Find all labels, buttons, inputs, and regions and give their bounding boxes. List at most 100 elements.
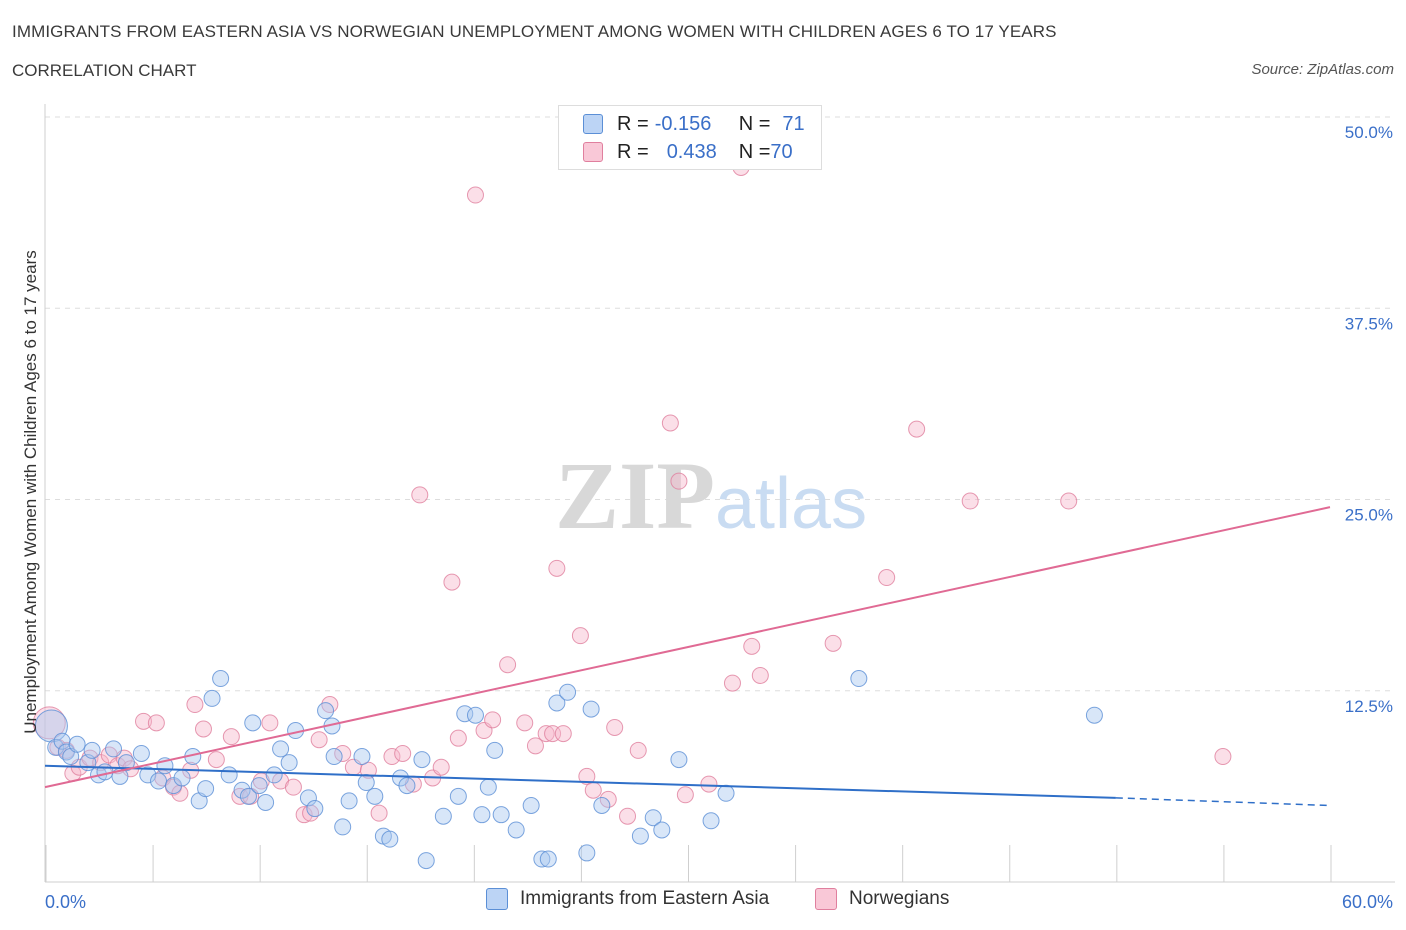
immigrants-point [582,700,600,718]
norwegians-point [578,767,596,785]
watermark-zip: ZIP [555,442,715,549]
legend-r-value: -0.156 [654,112,712,135]
norwegians-point [261,714,279,732]
immigrants-point [334,818,352,836]
legend-n-value: 70 [770,140,793,163]
immigrants-point [250,777,268,795]
immigrants-point [233,781,251,799]
immigrants-point [507,821,525,839]
norwegians-point [751,666,769,684]
immigrants-point [325,748,343,766]
norwegians-point [499,656,517,674]
norwegians-point [537,725,555,743]
immigrants-point [702,812,720,830]
immigrants-point [220,766,238,784]
legend-item-immigrants: Immigrants from Eastern Asia [486,888,769,910]
norwegians-point [908,420,926,438]
norwegians-point [723,674,741,692]
norwegians-point [321,696,339,714]
y-tick-label: 37.5% [1345,314,1393,333]
immigrants-point [492,806,510,824]
legend-swatch-blue [583,114,603,134]
immigrants-point [539,850,557,868]
norwegians-point [32,706,66,740]
legend-label: Immigrants from Eastern Asia [520,888,770,909]
norwegians-point [670,472,688,490]
immigrants-point [139,766,157,784]
norwegians-point [222,728,240,746]
immigrants-point [212,670,230,688]
norwegians-point [186,696,204,714]
legend-swatch-pink [583,142,603,162]
immigrants-point [317,702,335,720]
immigrants-point [631,827,649,845]
norwegians-point [661,414,679,432]
immigrants-point [559,683,577,701]
immigrants-point [398,777,416,795]
points-layer [32,158,1232,870]
y-axis-title: Unemployment Among Women with Children A… [21,250,40,734]
watermark-atlas: atlas [715,464,867,544]
norwegians-point [411,486,429,504]
norwegians-point [394,744,412,762]
immigrants-point [548,694,566,712]
immigrants-point [340,792,358,810]
norwegians-point [370,804,388,822]
immigrants-point [83,741,101,759]
legend-r-label: R = [617,140,649,163]
immigrants-point [173,769,191,787]
norwegians-point [147,714,165,732]
immigrants-point [299,789,317,807]
norwegians-trendline [44,506,1331,789]
legend-swatch-blue [486,888,508,910]
series-legend: Immigrants from Eastern Asia Norwegians [0,888,1406,916]
immigrants-point [132,744,150,762]
immigrants-point [244,714,262,732]
norwegians-point [484,711,502,729]
immigrants-point [473,806,491,824]
norwegians-point [443,573,461,591]
immigrants-point [434,807,452,825]
immigrants-trendline [44,764,1116,799]
immigrants-point [717,784,735,802]
norwegians-point [743,637,761,655]
immigrants-point [449,787,467,805]
y-tick-label: 25.0% [1345,506,1393,525]
immigrants-point [578,844,596,862]
norwegians-point [516,714,534,732]
norwegians-point [548,559,566,577]
norwegians-point [824,634,842,652]
immigrants-point [381,830,399,848]
axis-layer: 12.5% 25.0% 37.5% 50.0% 0.0% 60.0% [44,104,1395,912]
immigrants-point [105,740,123,758]
norwegians-point [676,786,694,804]
norwegians-point [432,758,450,776]
x-tick-label: 0.0% [45,892,86,912]
legend-n-label: N = [738,112,771,135]
norwegians-point [526,737,544,755]
immigrants-point [47,738,65,756]
legend-label: Norwegians [849,888,950,909]
immigrants-point [479,778,497,796]
chart-subtitle: CORRELATION CHART [12,61,197,80]
immigrants-point [357,774,375,792]
immigrants-point [306,800,324,818]
immigrants-point [1085,706,1103,724]
norwegians-point [878,569,896,587]
immigrants-point [417,852,435,870]
immigrants-trendline-extension [1115,797,1331,807]
immigrants-point [239,787,257,805]
immigrants-point [197,780,215,798]
legend-r-label: R = [617,112,649,135]
norwegians-point [961,492,979,510]
norwegians-point [629,741,647,759]
immigrants-point [593,797,611,814]
immigrants-point [850,670,868,688]
immigrants-point [68,735,86,753]
norwegians-point [1214,748,1232,766]
immigrants-point [486,741,504,759]
immigrants-point [257,793,275,811]
immigrants-point [272,740,290,758]
y-tick-label: 12.5% [1345,697,1393,716]
